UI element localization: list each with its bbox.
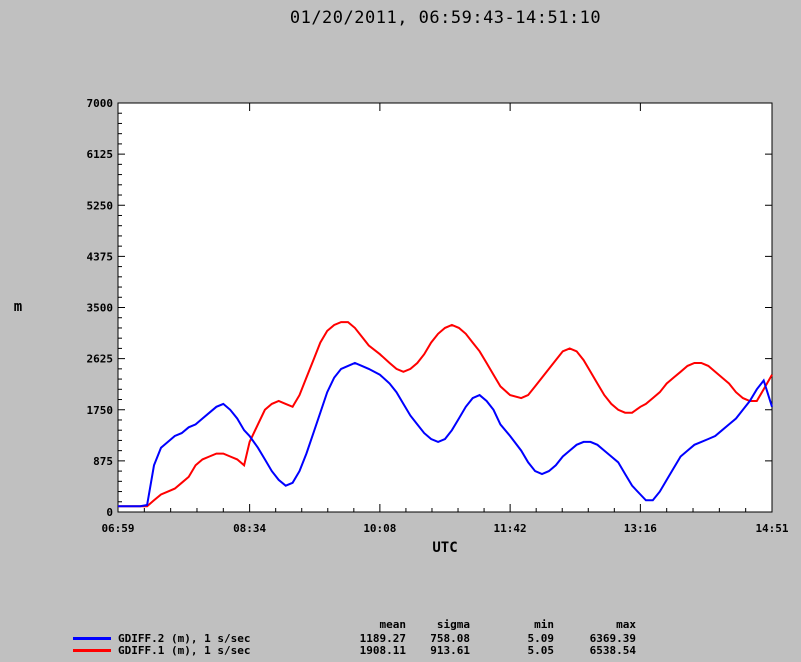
series-line [118,321,773,508]
legend-swatch [73,649,111,652]
legend-series-name: GDIFF.1 (m), 1 s/sec [118,644,251,657]
stats-row: GDIFF.1 (m), 1 s/sec 1908.11 913.61 5.05… [0,644,801,657]
stats-header: mean sigma min max [0,618,801,631]
series-line [118,361,773,508]
stats-max: 6369.39 [589,632,636,645]
y-tick-label: 2625 [87,353,114,366]
stats-header-sigma: sigma [436,618,470,631]
y-tick-label: 875 [93,455,113,468]
x-tick-label: 14:51 [755,522,788,535]
y-axis-label: m [14,299,22,315]
y-tick-label: 3500 [87,302,114,315]
stats-table: mean sigma min max GDIFF.2 (m), 1 s/sec … [0,616,801,662]
stats-header-max: max [616,618,636,631]
x-tick-label: 08:34 [233,522,266,535]
legend-series-name: GDIFF.2 (m), 1 s/sec [118,632,251,645]
x-tick-label: 10:08 [363,522,396,535]
x-axis-label: UTC [432,540,457,556]
chart: 0 875 1750 2625 3500 4375 5250 6125 7000 06:59 08… [14,97,789,556]
x-tick-label: 11:42 [494,522,527,535]
chart-title: 01/20/2011, 06:59:43-14:51:10 [289,8,602,28]
y-axis: 0 875 1750 2625 3500 4375 5250 6125 7000 [87,97,772,519]
legend-swatch [73,637,111,640]
stats-min: 5.05 [527,644,555,657]
y-tick-label: 7000 [87,97,114,110]
stats-max: 6538.54 [589,644,636,657]
stats-sigma: 758.08 [430,632,470,645]
stats-header-mean: mean [379,618,407,631]
y-tick-label: 6125 [87,148,114,161]
y-tick-label: 5250 [87,199,114,212]
stats-header-min: min [534,618,554,631]
series-layer [118,321,773,508]
x-tick-label: 13:16 [624,522,657,535]
x-axis: 06:59 08:34 10:08 11:42 13:16 14:51 [101,103,789,535]
stats-mean: 1189.27 [359,632,406,645]
stats-min: 5.09 [527,632,555,645]
plot-area [117,102,773,513]
stats-sigma: 913.61 [430,644,470,657]
stats-mean: 1908.11 [359,644,406,657]
y-tick-label: 4375 [87,250,114,263]
stats-row: GDIFF.2 (m), 1 s/sec 1189.27 758.08 5.09… [0,632,801,645]
x-tick-label: 06:59 [101,522,134,535]
y-tick-label: 1750 [87,404,114,417]
y-tick-label: 0 [106,506,113,519]
